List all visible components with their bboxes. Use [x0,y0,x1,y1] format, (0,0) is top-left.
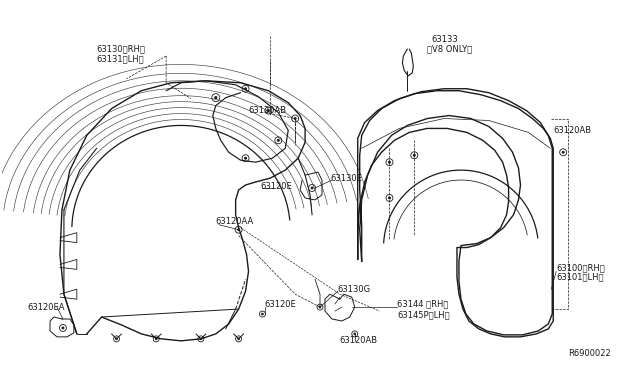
Text: 63120E: 63120E [260,182,292,190]
Text: 63120AB: 63120AB [553,126,591,135]
Text: 63130〈RH〉: 63130〈RH〉 [97,45,145,54]
Text: 63101〈LH〉: 63101〈LH〉 [556,273,604,282]
Circle shape [238,229,239,230]
Circle shape [214,96,217,99]
Circle shape [562,151,564,153]
Text: 63120AA: 63120AA [216,217,254,226]
Circle shape [413,154,415,156]
Text: 63144 〈RH〉: 63144 〈RH〉 [397,299,449,309]
Circle shape [389,162,390,163]
Circle shape [268,109,269,112]
Text: 63100〈RH〉: 63100〈RH〉 [556,263,605,272]
Circle shape [277,139,279,141]
Circle shape [200,338,202,340]
Circle shape [62,327,64,329]
Text: 63120EA: 63120EA [28,302,65,312]
Circle shape [563,152,564,153]
Circle shape [294,118,296,119]
Text: 〈V8 ONLY〉: 〈V8 ONLY〉 [427,45,472,54]
Text: 63120AB: 63120AB [340,336,378,345]
Text: 63120AB: 63120AB [248,106,287,115]
Circle shape [156,338,157,340]
Circle shape [311,187,313,189]
Circle shape [244,88,246,90]
Circle shape [319,306,321,308]
Circle shape [237,229,239,231]
Circle shape [237,338,239,340]
Text: R6900022: R6900022 [568,349,611,358]
Circle shape [295,118,296,119]
Circle shape [116,338,117,340]
Text: 63145P〈LH〉: 63145P〈LH〉 [397,311,450,320]
Text: 63131〈LH〉: 63131〈LH〉 [97,54,144,64]
Text: 63133: 63133 [431,35,458,44]
Circle shape [244,157,246,159]
Circle shape [388,161,390,163]
Text: 63130E: 63130E [330,174,362,183]
Circle shape [268,110,269,111]
Circle shape [388,197,390,199]
Circle shape [354,333,356,335]
Circle shape [262,313,263,315]
Text: 63130G: 63130G [338,285,371,294]
Text: 63120E: 63120E [264,299,296,309]
